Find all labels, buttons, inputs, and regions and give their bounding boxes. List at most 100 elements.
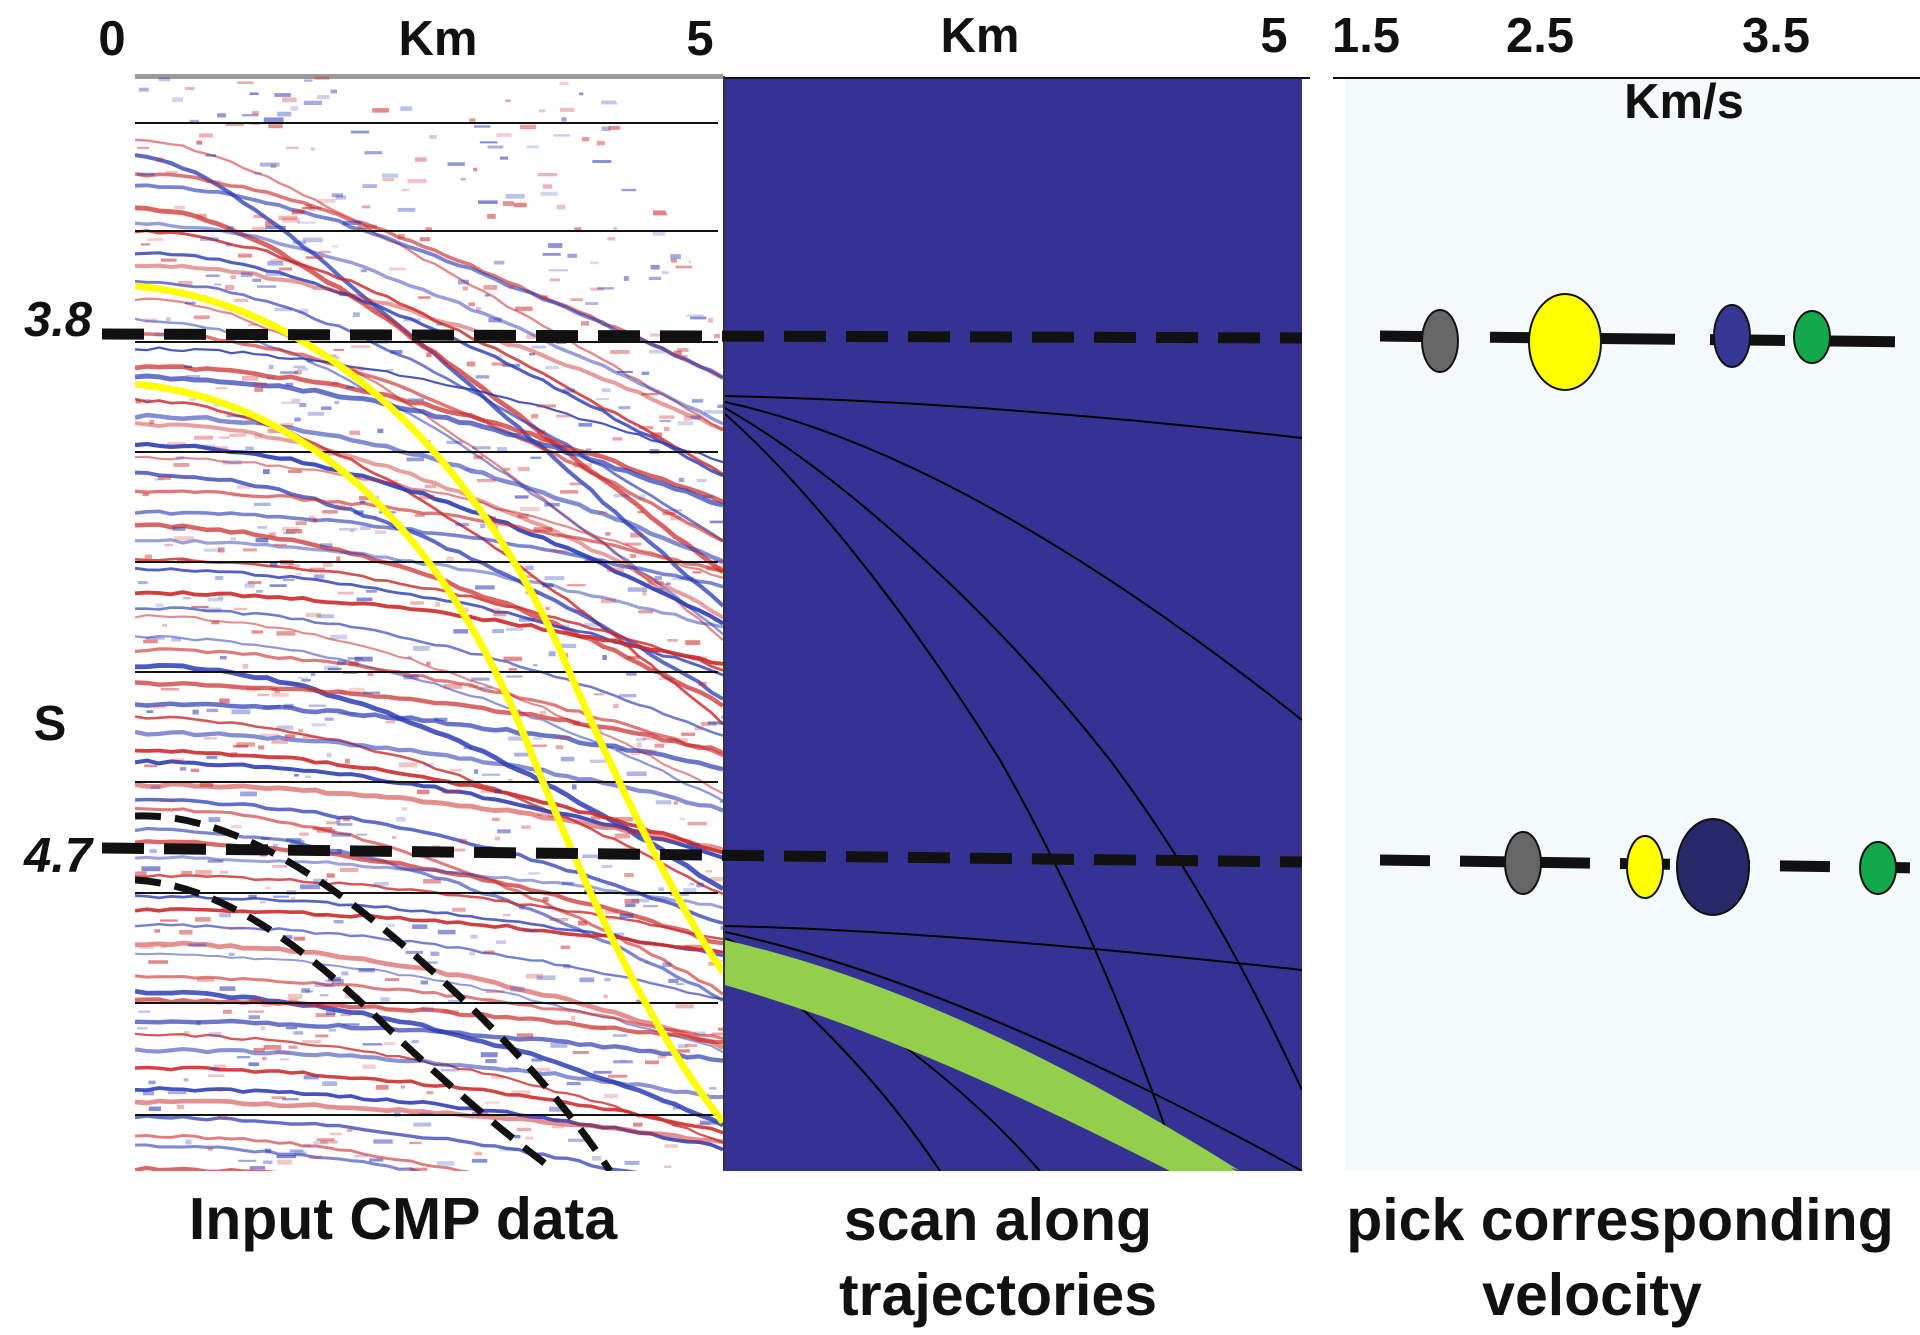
seismic-noise — [288, 1045, 298, 1049]
seismic-noise — [336, 823, 353, 826]
seismic-noise — [693, 1031, 706, 1036]
seismic-event — [135, 974, 723, 1040]
seismic-noise — [407, 655, 412, 659]
seismic-noise — [200, 237, 219, 242]
seismic-noise — [234, 298, 249, 302]
seismic-noise — [403, 318, 421, 322]
seismic-noise — [608, 1074, 628, 1078]
seismic-noise — [247, 1010, 264, 1013]
seismic-noise — [430, 951, 440, 956]
seismic-noise — [276, 1155, 297, 1159]
seismic-noise — [230, 275, 236, 280]
seismic-noise — [316, 614, 334, 619]
seismic-noise — [252, 278, 262, 282]
seismic-noise — [604, 978, 611, 982]
seismic-noise — [149, 849, 157, 853]
seismic-noise — [648, 276, 661, 280]
seismic-noise — [532, 664, 538, 667]
seismic-noise — [502, 201, 514, 206]
seismic-noise — [590, 1026, 606, 1031]
seismic-noise — [196, 1020, 201, 1026]
seismic-event — [135, 263, 723, 432]
seismic-noise — [505, 193, 525, 199]
seismic-noise — [542, 252, 561, 256]
seismic-noise — [563, 964, 571, 969]
seismic-noise — [496, 897, 504, 901]
seismic-noise — [274, 93, 291, 97]
seismic-noise — [641, 749, 657, 754]
seismic-noise — [615, 816, 633, 822]
seismic-noise — [604, 909, 619, 915]
seismic-noise — [691, 399, 704, 403]
seismic-noise — [692, 571, 702, 574]
seismic-noise — [545, 366, 559, 370]
seismic-noise — [694, 726, 703, 731]
seismic-noise — [327, 977, 341, 982]
seismic-noise — [539, 710, 547, 715]
seismic-noise — [229, 433, 246, 437]
seismic-noise — [264, 1148, 272, 1154]
seismic-noise — [601, 865, 613, 868]
seismic-noise — [272, 843, 278, 848]
cmp-caption: Input CMP data — [189, 1186, 618, 1252]
seismic-noise — [309, 567, 326, 570]
seismic-noise — [208, 1031, 222, 1037]
seismic-noise — [255, 538, 269, 543]
seismic-noise — [152, 705, 167, 709]
seismic-noise — [314, 76, 330, 80]
seismic-noise — [291, 210, 305, 215]
seismic-noise — [615, 932, 625, 936]
seismic-noise — [160, 945, 168, 949]
seismic-noise — [401, 807, 408, 811]
seismic-noise — [638, 610, 654, 614]
seismic-noise — [358, 968, 375, 973]
seismic-noise — [331, 193, 343, 198]
seismic-noise — [146, 710, 154, 714]
seismic-noise — [313, 878, 328, 884]
seismic-noise — [144, 554, 152, 560]
seismic-noise — [678, 477, 685, 482]
seismic-noise — [686, 314, 704, 317]
seismic-noise — [225, 242, 232, 247]
seismic-noise — [375, 1084, 389, 1090]
yellow-moveout-curve-upper — [135, 282, 723, 974]
seismic-noise — [678, 1044, 688, 1049]
seismic-event — [135, 279, 723, 542]
seismic-noise — [683, 888, 697, 893]
seismic-noise — [334, 400, 340, 405]
seismic-noise — [582, 854, 598, 858]
seismic-noise — [556, 414, 571, 418]
seismic-noise — [267, 261, 284, 266]
seismic-noise — [259, 733, 280, 736]
seismic-noise — [497, 829, 511, 834]
velocity-tick-3: 3.5 — [1742, 9, 1810, 63]
seismic-noise — [437, 500, 453, 503]
seismic-noise — [251, 630, 264, 634]
seismic-noise — [705, 870, 713, 873]
seismic-noise — [578, 920, 588, 926]
seismic-noise — [339, 506, 349, 511]
seismic-noise — [420, 980, 429, 985]
seismic-noise — [207, 859, 224, 863]
seismic-noise — [496, 940, 506, 944]
seismic-noise — [468, 302, 475, 307]
seismic-noise — [483, 997, 494, 1000]
seismic-noise — [216, 1088, 223, 1092]
seismic-noise — [658, 677, 675, 680]
seismic-noise — [192, 709, 199, 715]
seismic-noise — [460, 177, 466, 181]
seismic-noise — [253, 382, 268, 386]
seismic-noise — [598, 511, 608, 514]
seismic-noise — [337, 849, 342, 853]
seismic-noise — [659, 420, 671, 423]
seismic-noise — [271, 1096, 286, 1099]
seismic-noise — [454, 848, 466, 852]
seismic-noise — [672, 577, 685, 581]
seismic-noise — [303, 1143, 311, 1147]
seismic-noise — [485, 1059, 497, 1064]
seismic-noise — [270, 688, 277, 691]
seismic-noise — [431, 1171, 437, 1174]
seismic-noise — [514, 752, 533, 757]
seismic-noise — [578, 92, 584, 96]
seismic-noise — [137, 146, 150, 149]
